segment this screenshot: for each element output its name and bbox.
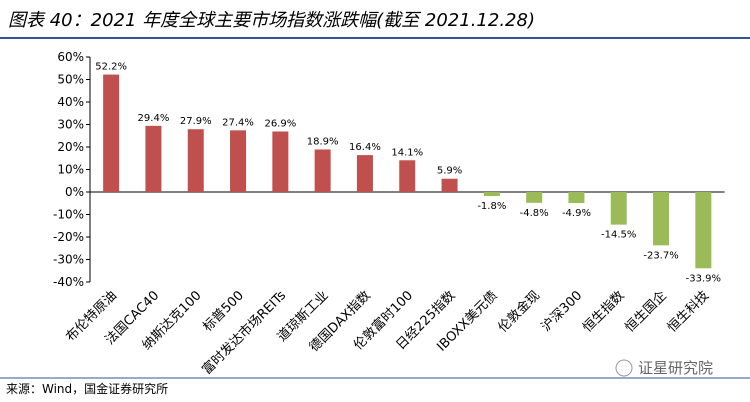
x-tick-label: 恒生科技 — [665, 288, 712, 335]
y-tick-label: 60% — [57, 50, 84, 64]
data-label: 26.9% — [264, 118, 296, 129]
data-label: -33.9% — [686, 273, 721, 284]
data-label: 29.4% — [138, 113, 170, 124]
y-tick-label: 30% — [57, 118, 84, 132]
data-label: 27.9% — [180, 116, 212, 127]
source-note: 来源：Wind，国金证券研究所 — [6, 381, 168, 396]
chart-title: 图表 40：2021 年度全球主要市场指数涨跌幅(截至 2021.12.28) — [8, 10, 535, 31]
y-tick-label: 0% — [65, 185, 84, 199]
data-label: -4.9% — [562, 208, 591, 219]
data-label: 27.4% — [222, 117, 254, 128]
bar — [272, 131, 289, 192]
y-tick-label: 50% — [57, 73, 84, 87]
y-tick-label: 40% — [57, 95, 84, 109]
x-tick-label: 恒生指数 — [580, 288, 627, 335]
x-tick-label: 伦敦金现 — [495, 288, 543, 336]
bar — [526, 192, 543, 203]
y-tick-label: -20% — [53, 230, 84, 244]
bar — [187, 129, 204, 192]
bar — [145, 125, 162, 192]
data-label: -23.7% — [643, 250, 678, 261]
bar — [568, 192, 585, 204]
x-tick-label: 恒生国企 — [622, 288, 670, 336]
bar — [610, 192, 627, 225]
x-tick-label: 沪深300 — [538, 288, 585, 335]
y-tick-label: 20% — [57, 140, 84, 154]
data-label: -1.8% — [477, 201, 506, 212]
bar — [399, 160, 416, 192]
y-tick-label: -40% — [53, 275, 84, 289]
data-label: 18.9% — [307, 136, 339, 147]
bar — [103, 74, 120, 192]
data-label: -4.8% — [520, 208, 549, 219]
y-tick-label: -10% — [53, 208, 84, 222]
bar — [441, 178, 458, 192]
bar — [314, 149, 331, 192]
data-label: 14.1% — [391, 147, 423, 158]
bar — [356, 155, 373, 192]
bar — [230, 130, 247, 192]
bar — [483, 192, 500, 197]
data-label: 52.2% — [95, 62, 127, 73]
data-label: 5.9% — [437, 166, 462, 177]
y-tick-label: 10% — [57, 163, 84, 177]
bar — [695, 192, 712, 269]
watermark: 证星研究院 — [638, 359, 713, 377]
data-label: 16.4% — [349, 142, 381, 153]
data-label: -14.5% — [601, 230, 636, 241]
bar — [653, 192, 670, 246]
y-tick-label: -30% — [53, 253, 84, 267]
watermark-icon — [615, 359, 633, 377]
